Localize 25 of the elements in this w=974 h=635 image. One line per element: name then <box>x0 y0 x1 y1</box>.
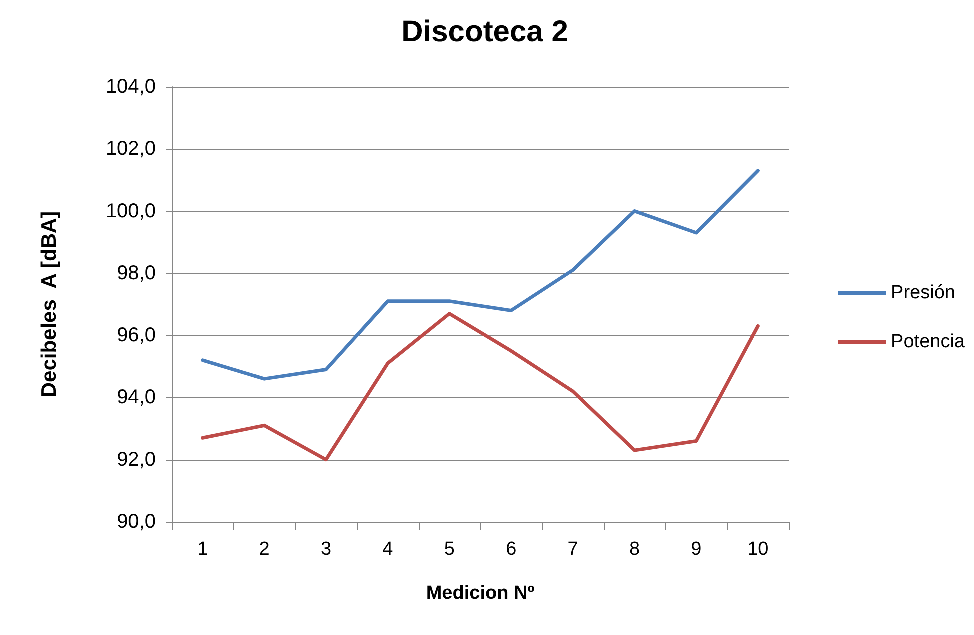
y-tick-label: 100,0 <box>106 200 156 222</box>
line-series <box>201 169 760 381</box>
line-series <box>201 312 760 462</box>
x-tick-label: 6 <box>506 539 517 560</box>
x-tick-label: 2 <box>259 539 270 560</box>
x-tick-label: 4 <box>382 539 394 560</box>
y-tick-label: 102,0 <box>106 138 156 160</box>
legend-label: Potencia <box>891 332 966 352</box>
y-axis-title: Decibeles A [dBA] <box>38 211 61 398</box>
y-tick-label: 96,0 <box>117 324 156 347</box>
x-tick-label: 5 <box>444 539 455 560</box>
x-tick-label: 1 <box>198 539 208 560</box>
y-tick-label: 94,0 <box>117 386 156 409</box>
x-tick-label: 3 <box>320 539 332 560</box>
x-tick-label: 9 <box>691 539 702 560</box>
x-tick-label: 10 <box>748 539 769 560</box>
y-tick-label: 98,0 <box>117 262 156 284</box>
legend-label: Presión <box>891 282 956 304</box>
y-tick-label: 92,0 <box>117 448 156 471</box>
chart-title: Discoteca 2 <box>402 16 568 48</box>
x-axis-title: Medicion Nº <box>426 583 535 604</box>
y-tick-label: 104,0 <box>106 76 156 98</box>
y-tick-label: 90,0 <box>117 511 156 533</box>
x-tick-label: 7 <box>568 539 578 560</box>
x-tick-label: 8 <box>629 539 640 560</box>
